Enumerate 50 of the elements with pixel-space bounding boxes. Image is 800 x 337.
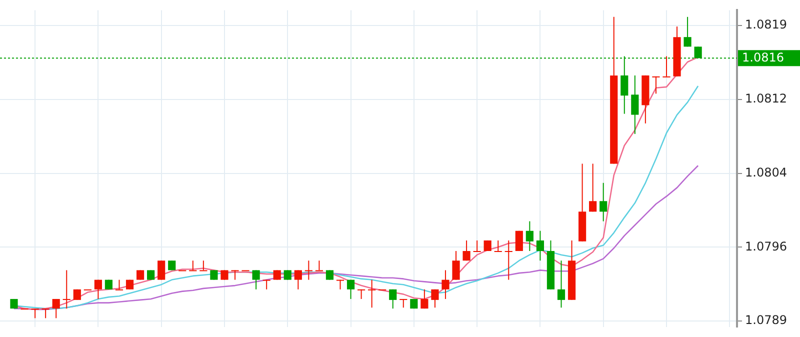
candlestick [94, 279, 102, 300]
candlestick [273, 270, 281, 280]
candlestick [389, 288, 397, 310]
candlestick [147, 270, 155, 280]
candlestick [526, 220, 534, 252]
y-tick-label: 1.0796 [745, 239, 787, 254]
candlestick [536, 230, 544, 262]
candlestick [252, 270, 260, 290]
candlestick [494, 240, 502, 252]
ref-line-label: 1.0816 [742, 50, 784, 64]
candlestick [420, 288, 428, 310]
candlestick [452, 250, 460, 280]
candlestick [442, 270, 450, 300]
candlestick [210, 270, 218, 280]
candlestick [684, 16, 692, 48]
candlestick [262, 279, 270, 290]
candlestick [284, 270, 292, 280]
candlestick [368, 279, 376, 308]
candlestick [662, 56, 670, 78]
candlestick [42, 308, 50, 319]
candlestick [158, 260, 166, 280]
candlestick [557, 260, 566, 308]
candlestick [473, 240, 481, 252]
candlestick [346, 279, 355, 300]
y-tick-label: 1.0819 [745, 18, 787, 32]
y-tick-label: 1.0812 [745, 92, 787, 106]
candlestick [504, 240, 512, 280]
candlestick [600, 182, 608, 222]
candlestick [136, 270, 144, 280]
candlestick [220, 270, 228, 280]
candlestick [631, 74, 639, 134]
candlestick [189, 260, 197, 272]
candlestick [336, 279, 344, 290]
candlestick [294, 270, 302, 290]
y-tick-label: 1.0789 [745, 313, 787, 328]
candlestick [315, 260, 323, 272]
candlestick [326, 270, 334, 280]
candlestick [357, 288, 366, 300]
candlestick [589, 163, 597, 212]
candlestick [431, 288, 439, 308]
candlestick [462, 240, 470, 262]
candlestick [115, 279, 124, 290]
candlestick [62, 270, 70, 310]
candlestick [52, 298, 60, 319]
candlestick [231, 270, 239, 280]
candlestick [31, 308, 39, 319]
candlestick [200, 260, 208, 272]
candlestick [304, 260, 312, 280]
y-tick-label: 1.0804 [745, 165, 787, 180]
candlestick [652, 76, 660, 94]
